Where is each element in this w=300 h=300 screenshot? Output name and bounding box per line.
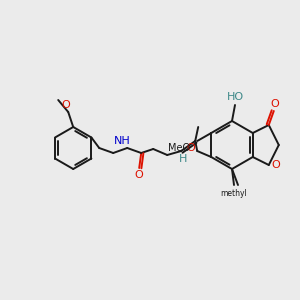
Text: O: O (135, 170, 144, 180)
Text: O: O (187, 143, 196, 153)
Text: HO: HO (226, 92, 244, 102)
Text: MeO: MeO (168, 143, 190, 153)
Text: O: O (270, 99, 279, 109)
Text: NH: NH (114, 136, 130, 146)
Text: O: O (272, 160, 280, 170)
Text: H: H (179, 154, 188, 164)
Text: O: O (62, 100, 70, 110)
Text: methyl: methyl (220, 188, 248, 197)
